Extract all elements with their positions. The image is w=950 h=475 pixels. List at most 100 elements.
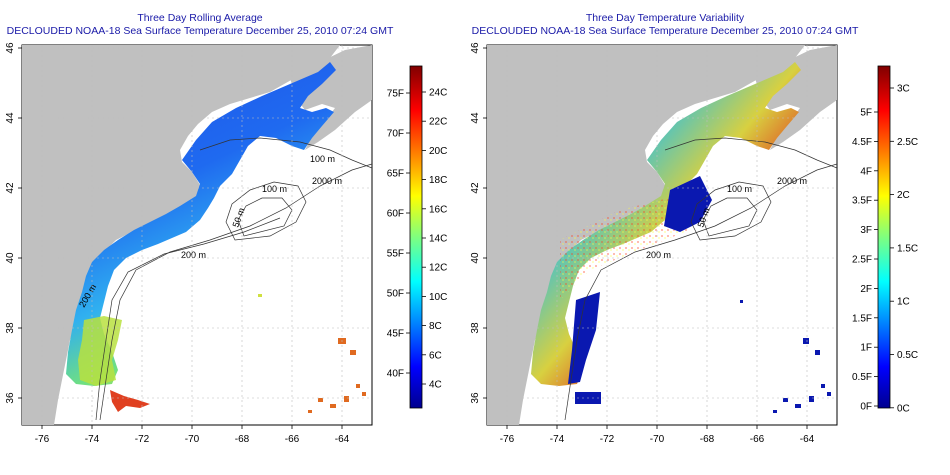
right-colorbar-fahrenheit-ticks: 5F 4.5F 4F 3.5F 3F 2.5F 2F 1.5F 1F 0.5F 0F — [852, 108, 878, 413]
colorbar-label-f: 70F — [387, 129, 404, 140]
right-map: 200 m 2000 m 100 m 50 m -76 -74 -72 -70 -68-… — [470, 42, 918, 445]
left-colorbar — [409, 65, 423, 409]
x-tick-label: -66 — [750, 434, 765, 445]
contour-label-2000m: 2000 m — [312, 176, 342, 186]
left-map-title-block: Three Day Rolling Average DECLOUDED NOAA… — [0, 12, 400, 38]
colorbar-label-c: 24C — [429, 88, 447, 99]
right-colorbar-celsius-ticks: 3C 2.5C 2C 1.5C 1C 0.5C 0C — [890, 84, 918, 414]
x-tick-label: -74 — [85, 434, 100, 445]
colorbar-label-c: 8C — [429, 321, 442, 332]
left-bathymetry-contours — [95, 137, 372, 421]
right-map-subtitle: DECLOUDED NOAA-18 Sea Surface Temperatur… — [471, 25, 859, 37]
right-land-nova-scotia — [755, 45, 837, 150]
right-x-axis: -76 -74 -72 -70 -68 -66 -64 — [500, 425, 815, 445]
colorbar-label-f: 65F — [387, 169, 404, 180]
colorbar-label-c: 12C — [429, 263, 447, 274]
left-map: 200 m 2000 m 100 m 50 m 200 m 100 m -76-… — [5, 42, 447, 445]
colorbar-label-f: 1.5F — [852, 313, 872, 324]
x-tick-label: -72 — [135, 434, 150, 445]
colorbar-label-c: 6C — [429, 350, 442, 361]
colorbar-label-f: 2.5F — [852, 255, 872, 266]
colorbar-label-f: 45F — [387, 329, 404, 340]
colorbar-label-f: 50F — [387, 289, 404, 300]
y-tick-label: 42 — [470, 182, 481, 194]
colorbar-label-c: 18C — [429, 175, 447, 186]
x-tick-label: -76 — [35, 434, 50, 445]
right-variability-deep-blue — [664, 176, 712, 232]
colorbar-label-f: 60F — [387, 209, 404, 220]
x-tick-label: -74 — [550, 434, 565, 445]
colorbar-label-c: 1C — [897, 297, 910, 308]
y-tick-label: 42 — [5, 182, 16, 194]
colorbar-label-c: 2.5C — [897, 137, 918, 148]
y-tick-label: 46 — [470, 42, 481, 54]
right-colorbar — [877, 65, 891, 409]
colorbar-label-c: 1.5C — [897, 243, 918, 254]
y-tick-label: 46 — [5, 42, 16, 54]
y-tick-label: 40 — [470, 252, 481, 264]
right-y-axis: 46 44 42 40 38 36 — [470, 42, 487, 404]
left-map-subtitle: DECLOUDED NOAA-18 Sea Surface Temperatur… — [6, 25, 394, 37]
left-sst-warm-patch — [78, 316, 122, 386]
left-map-title: Three Day Rolling Average — [137, 12, 263, 24]
left-sst-gulfstream — [110, 390, 150, 412]
colorbar-label-c: 20C — [429, 146, 447, 157]
colorbar-label-c: 10C — [429, 292, 447, 303]
x-tick-label: -70 — [650, 434, 665, 445]
right-map-title-block: Three Day Temperature Variability DECLOU… — [465, 12, 865, 38]
colorbar-label-f: 4.5F — [852, 137, 872, 148]
colorbar-label-f: 0.5F — [852, 372, 872, 383]
x-tick-label: -70 — [185, 434, 200, 445]
contour-label-2000m: 2000 m — [777, 176, 807, 186]
left-y-axis: 46 44 42 40 38 36 — [5, 42, 22, 404]
colorbar-label-c: 22C — [429, 117, 447, 128]
left-land-mass — [22, 45, 340, 425]
right-land-mass — [487, 45, 805, 425]
left-x-axis: -76 -74 -72 -70 -68 -66 -64 — [35, 425, 350, 445]
y-tick-label: 44 — [470, 112, 481, 124]
colorbar-label-f: 40F — [387, 369, 404, 380]
x-tick-label: -64 — [335, 434, 350, 445]
y-tick-label: 38 — [470, 322, 481, 334]
left-grid — [22, 45, 372, 425]
right-grid — [487, 45, 837, 425]
y-tick-label: 44 — [5, 112, 16, 124]
x-tick-label: -76 — [500, 434, 515, 445]
right-variability-field — [531, 62, 801, 386]
colorbar-label-c: 4C — [429, 380, 442, 391]
colorbar-label-f: 0F — [860, 402, 872, 413]
colorbar-label-c: 16C — [429, 204, 447, 215]
left-contour-labels: 200 m 2000 m 100 m 50 m 200 m 100 m — [77, 154, 342, 309]
colorbar-label-f: 75F — [387, 89, 404, 100]
right-map-title: Three Day Temperature Variability — [585, 12, 745, 24]
colorbar-label-f: 3.5F — [852, 196, 872, 207]
colorbar-label-c: 2C — [897, 190, 910, 201]
left-colorbar-celsius-ticks: 24C 22C 20C 18C 16C 14C 12C 10C 8C 6C 4C — [422, 88, 447, 391]
colorbar-label-f: 4F — [860, 166, 872, 177]
x-tick-label: -72 — [600, 434, 615, 445]
colorbar-label-f: 3F — [860, 225, 872, 236]
contour-label-100m: 100 m — [727, 184, 752, 194]
x-tick-label: -68 — [700, 434, 715, 445]
y-tick-label: 40 — [5, 252, 16, 264]
right-bathymetry-contours — [564, 137, 837, 421]
right-variability-noise — [560, 195, 690, 300]
colorbar-label-f: 2F — [860, 284, 872, 295]
colorbar-label-c: 14C — [429, 234, 447, 245]
x-tick-label: -66 — [285, 434, 300, 445]
x-tick-label: -68 — [235, 434, 250, 445]
left-land-nova-scotia — [290, 45, 372, 150]
colorbar-label-c: 0C — [897, 403, 910, 414]
y-tick-label: 36 — [5, 392, 16, 404]
colorbar-label-c: 0.5C — [897, 350, 918, 361]
colorbar-label-c: 3C — [897, 84, 910, 95]
x-tick-label: -64 — [800, 434, 815, 445]
left-colorbar-fahrenheit-ticks: 75F 70F 65F 60F 55F 50F 45F 40F — [387, 89, 410, 380]
contour-label-100m-north: 100 m — [310, 154, 335, 164]
contour-label-200m: 200 m — [646, 250, 671, 260]
contour-label-100m: 100 m — [262, 184, 287, 194]
y-tick-label: 38 — [5, 322, 16, 334]
colorbar-label-f: 5F — [860, 108, 872, 119]
colorbar-label-f: 55F — [387, 249, 404, 260]
